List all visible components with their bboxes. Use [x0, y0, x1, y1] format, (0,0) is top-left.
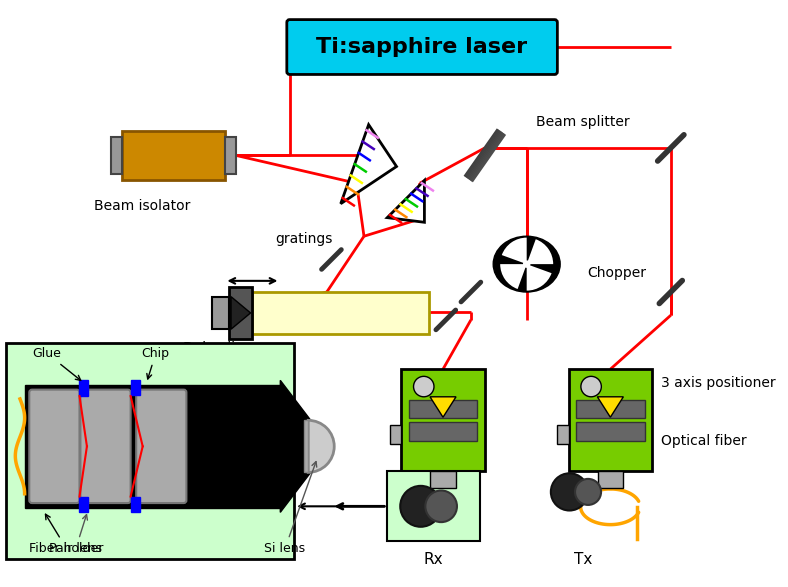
FancyBboxPatch shape: [225, 137, 236, 174]
Ellipse shape: [493, 236, 560, 292]
Text: Ti:sapphire laser: Ti:sapphire laser: [316, 36, 527, 56]
Polygon shape: [597, 397, 623, 417]
Text: Fiber holder: Fiber holder: [29, 514, 104, 555]
Polygon shape: [430, 397, 456, 417]
Text: Beam isolator: Beam isolator: [95, 199, 191, 213]
FancyBboxPatch shape: [390, 426, 401, 444]
Polygon shape: [80, 497, 87, 512]
Text: Pair lens: Pair lens: [50, 515, 102, 555]
Circle shape: [575, 479, 601, 505]
Bar: [303, 420, 308, 473]
FancyBboxPatch shape: [409, 423, 478, 441]
FancyBboxPatch shape: [430, 471, 455, 488]
FancyBboxPatch shape: [568, 369, 652, 471]
FancyBboxPatch shape: [252, 292, 429, 334]
Circle shape: [400, 486, 441, 527]
Wedge shape: [308, 420, 334, 473]
Text: Beam splitter: Beam splitter: [536, 116, 630, 129]
Text: Chopper: Chopper: [587, 266, 646, 281]
Wedge shape: [526, 264, 552, 291]
Bar: [131, 380, 140, 395]
FancyBboxPatch shape: [287, 19, 557, 75]
Wedge shape: [502, 238, 526, 264]
FancyBboxPatch shape: [111, 137, 122, 174]
Circle shape: [523, 261, 530, 268]
FancyBboxPatch shape: [136, 390, 187, 503]
Text: 3 axis positioner: 3 axis positioner: [661, 376, 776, 390]
FancyBboxPatch shape: [387, 471, 480, 541]
Circle shape: [551, 473, 588, 511]
Bar: [131, 498, 140, 512]
FancyBboxPatch shape: [213, 296, 229, 329]
FancyBboxPatch shape: [401, 369, 485, 471]
FancyBboxPatch shape: [557, 426, 568, 444]
Circle shape: [426, 491, 457, 522]
FancyBboxPatch shape: [576, 423, 645, 441]
FancyBboxPatch shape: [122, 131, 225, 180]
Text: gratings: gratings: [276, 232, 333, 245]
Text: Si lens: Si lens: [265, 461, 317, 555]
Text: Delay line: Delay line: [183, 341, 252, 355]
FancyBboxPatch shape: [6, 343, 294, 559]
Text: Glue: Glue: [32, 347, 80, 380]
Circle shape: [581, 376, 601, 397]
FancyBboxPatch shape: [229, 288, 252, 339]
Text: Chip: Chip: [142, 347, 169, 379]
Text: Tx: Tx: [574, 552, 593, 568]
Text: Rx: Rx: [424, 552, 444, 568]
Polygon shape: [80, 380, 87, 396]
FancyBboxPatch shape: [80, 390, 131, 503]
FancyBboxPatch shape: [409, 400, 478, 419]
Wedge shape: [526, 239, 553, 264]
FancyBboxPatch shape: [29, 390, 80, 503]
FancyBboxPatch shape: [598, 471, 623, 488]
Polygon shape: [281, 380, 318, 512]
Text: Optical fiber: Optical fiber: [661, 434, 747, 448]
FancyBboxPatch shape: [576, 400, 645, 419]
Circle shape: [414, 376, 434, 397]
Polygon shape: [231, 296, 251, 329]
FancyBboxPatch shape: [24, 385, 281, 508]
Polygon shape: [340, 124, 396, 204]
Polygon shape: [387, 180, 425, 222]
Wedge shape: [500, 264, 526, 289]
